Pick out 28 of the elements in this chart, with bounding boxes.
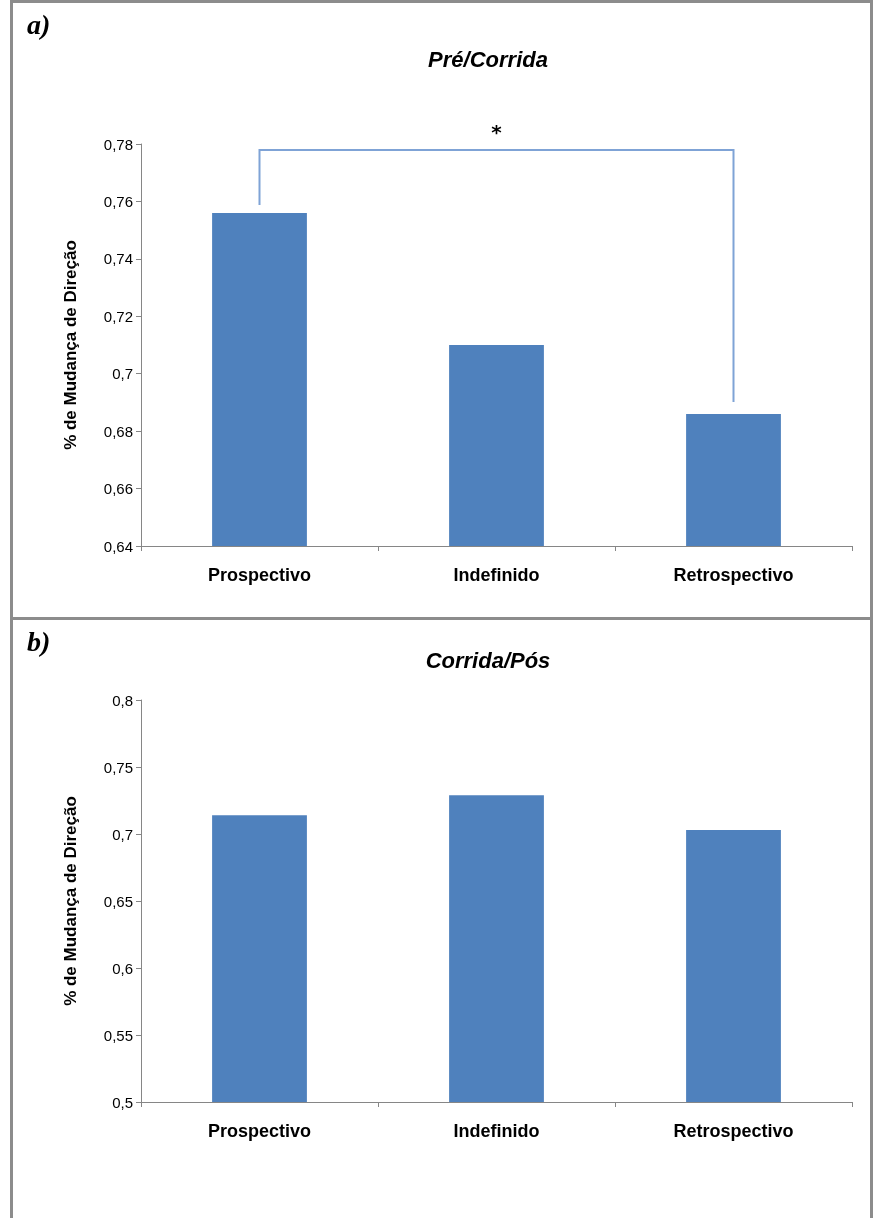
y-tick-label: 0,65 bbox=[103, 892, 133, 910]
y-tick-label: 0,55 bbox=[103, 1026, 133, 1044]
x-tick-label: Prospectivo bbox=[207, 565, 312, 585]
chart-title: Corrida/Pós bbox=[425, 647, 551, 673]
x-tick-label: Indefinido bbox=[453, 565, 540, 585]
text: a) bbox=[27, 9, 51, 41]
x-tick-label: Prospectivo bbox=[207, 1121, 312, 1141]
y-tick-label: 0,7 bbox=[112, 825, 133, 843]
y-tick-label: 0,64 bbox=[103, 537, 133, 555]
y-tick-label: 0,72 bbox=[103, 307, 133, 325]
text: * bbox=[490, 120, 503, 144]
y-tick-label: 0,7 bbox=[112, 365, 133, 383]
x-tick-label: Indefinido bbox=[453, 1121, 540, 1141]
y-axis-title: % de Mudança de Direção bbox=[61, 240, 80, 450]
y-tick-label: 0,76 bbox=[103, 192, 133, 210]
y-tick-label: 0,6 bbox=[112, 959, 133, 977]
x-tick-label: Retrospectivo bbox=[673, 1121, 794, 1141]
y-tick-label: 0,66 bbox=[103, 480, 133, 498]
y-tick-label: 0,78 bbox=[103, 135, 133, 153]
text: b) bbox=[27, 626, 51, 658]
y-tick-label: 0,8 bbox=[112, 691, 133, 709]
y-tick-label: 0,5 bbox=[112, 1093, 133, 1111]
y-tick-label: 0,74 bbox=[103, 250, 133, 268]
y-axis-title: % de Mudança de Direção bbox=[61, 796, 80, 1006]
y-tick-label: 0,75 bbox=[103, 758, 133, 776]
chart-title: Pré/Corrida bbox=[428, 46, 548, 72]
x-tick-label: Retrospectivo bbox=[673, 565, 794, 585]
y-tick-label: 0,68 bbox=[103, 422, 133, 440]
